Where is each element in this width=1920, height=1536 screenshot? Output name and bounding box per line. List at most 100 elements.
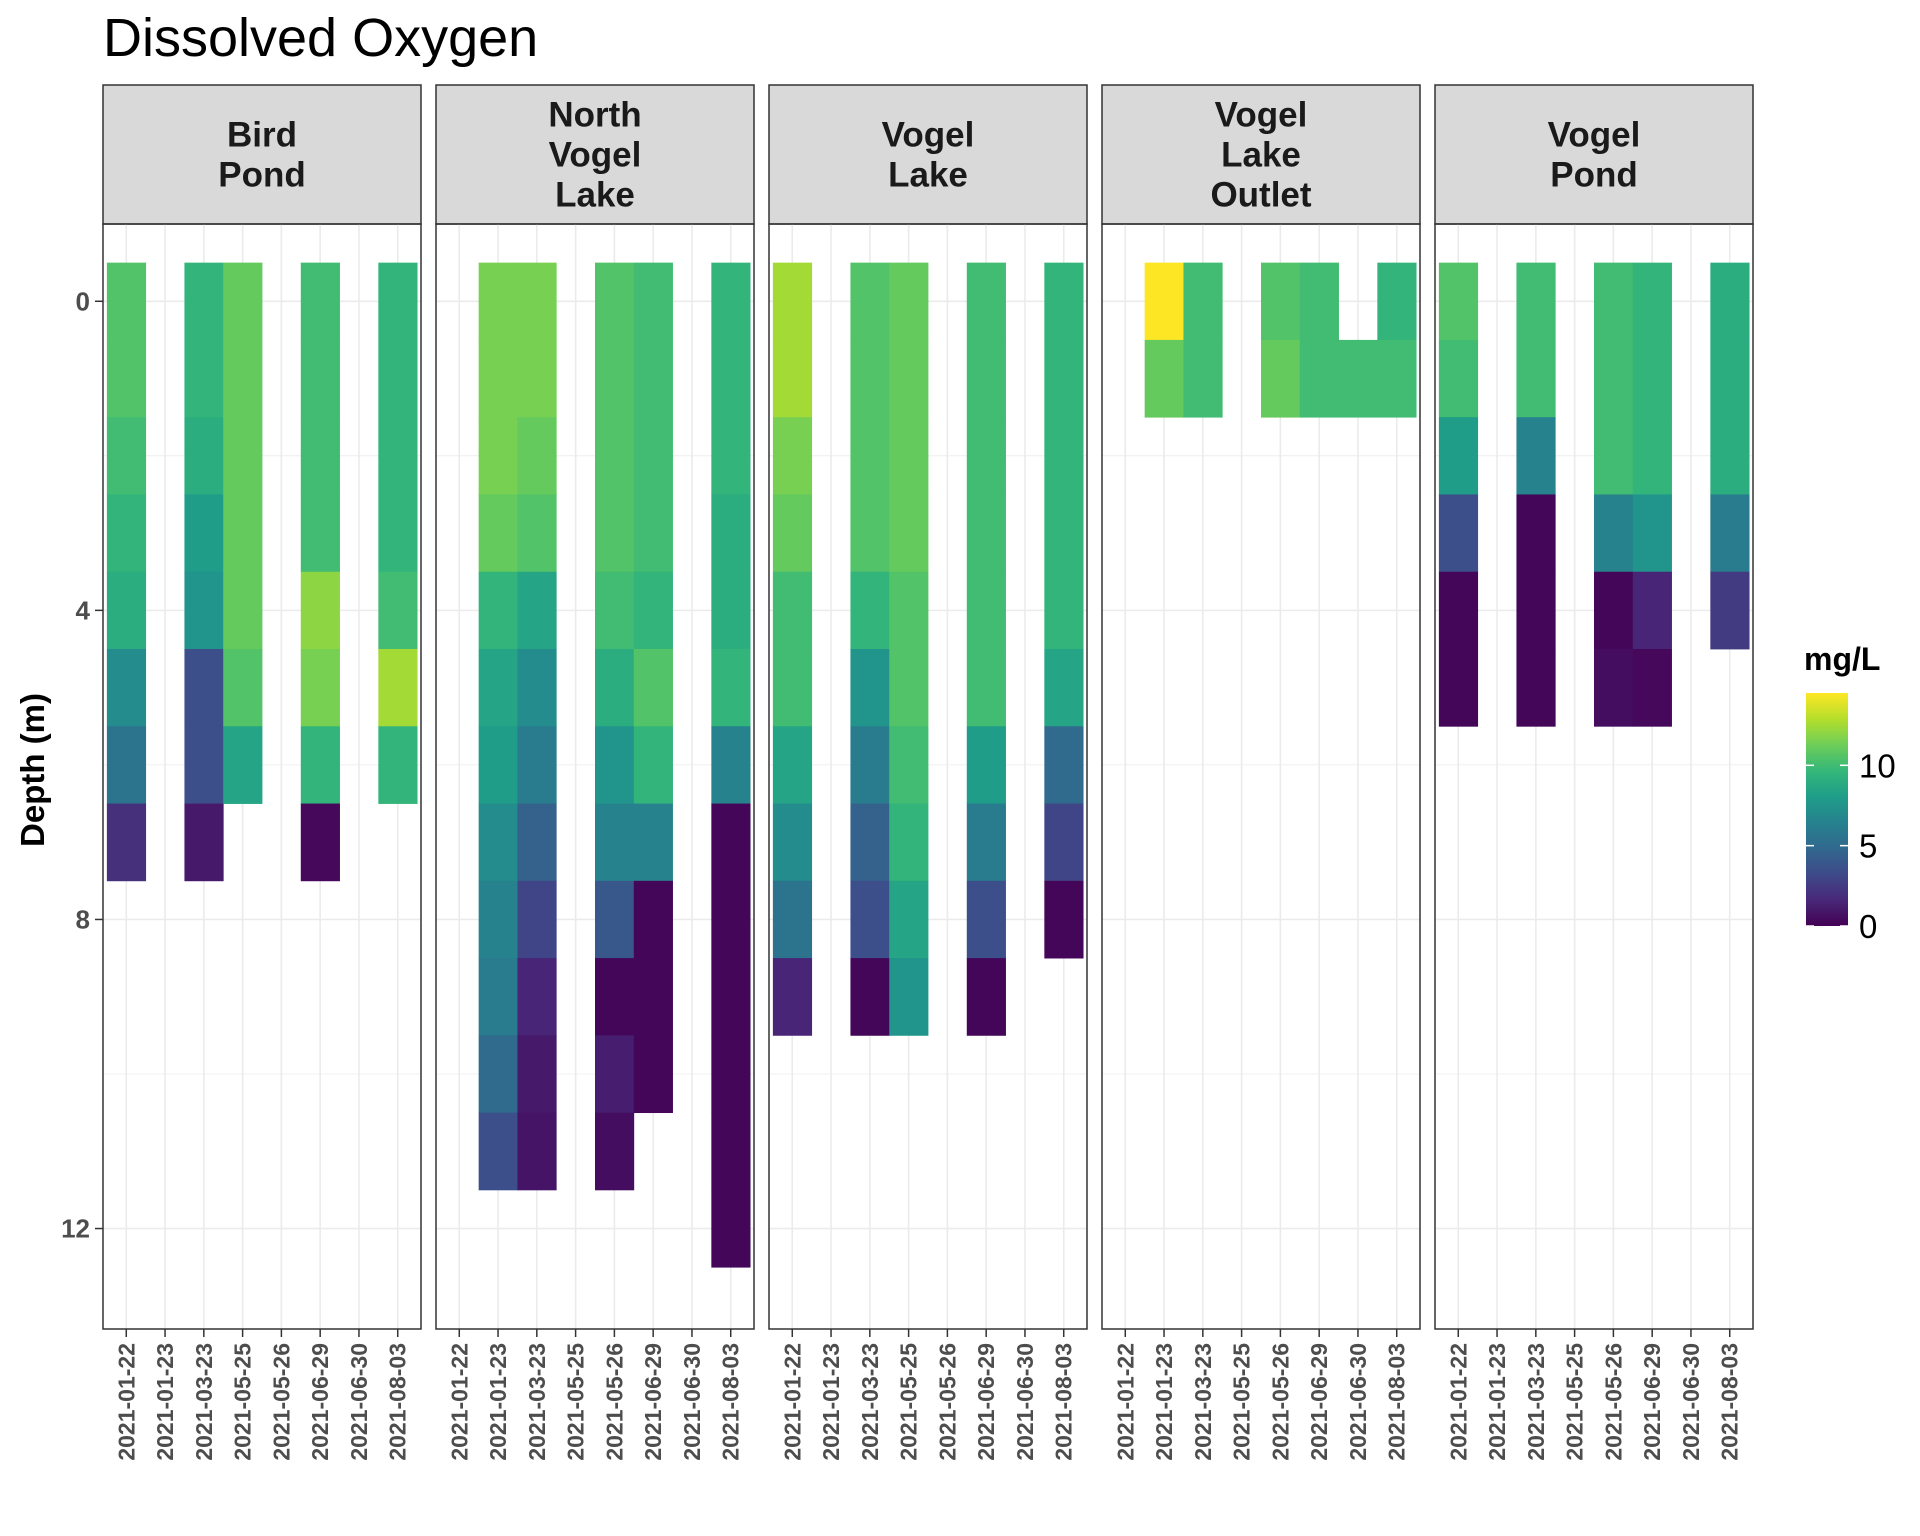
tile [517,958,557,1036]
tile [711,958,751,1036]
tile [478,339,518,418]
legend-tick-label: 10 [1859,747,1896,784]
x-tick-label: 2021-06-29 [1639,1343,1665,1461]
tile [300,649,340,727]
y-tick-label: 4 [76,595,91,625]
tile [378,726,418,804]
x-tick-label: 2021-06-29 [640,1343,666,1461]
tile [1144,339,1184,418]
facet-label: Vogel [882,116,975,155]
tile [300,803,340,882]
tile [966,494,1006,573]
facet-label: Lake [888,156,968,195]
tile [223,339,263,418]
x-tick-label: 2021-01-23 [152,1343,178,1461]
tile [378,262,418,341]
x-tick-label: 2021-06-30 [1012,1343,1038,1461]
x-tick-label: 2021-01-22 [446,1343,472,1461]
panel-border [102,223,422,1330]
tile [300,726,340,804]
tile [633,649,673,727]
tile [478,262,518,341]
tile [1261,339,1301,418]
tile [300,339,340,418]
tile [889,803,929,882]
tile [889,649,929,727]
tile [1438,417,1479,495]
tile [1438,571,1479,650]
tile [1044,571,1084,650]
tile [850,571,890,650]
tile [1632,571,1672,650]
tile [1299,339,1339,418]
tile [1516,339,1556,418]
tile [1632,417,1672,495]
tile [966,262,1006,341]
tile [966,726,1006,804]
tile [889,726,929,804]
facet-label: Bird [227,116,297,155]
tile [966,958,1006,1036]
tile [772,417,813,495]
tile [1338,339,1378,418]
facet-label: Pond [218,156,305,195]
tile [1144,262,1184,341]
tile [966,417,1006,495]
tile [966,571,1006,650]
tile [106,571,147,650]
tile [595,1112,635,1191]
x-tick-label: 2021-08-03 [1717,1343,1743,1461]
tile [1377,339,1417,418]
tile [517,803,557,882]
tile [889,417,929,495]
tile [184,417,224,495]
facet-label: North [548,96,641,135]
tile [772,571,813,650]
x-tick-label: 2021-05-25 [1562,1343,1588,1461]
x-tick-label: 2021-03-23 [1523,1343,1549,1461]
tile [711,494,751,573]
x-tick-label: 2021-01-23 [1484,1343,1510,1461]
tile [633,417,673,495]
tile [478,1112,518,1191]
tile [1438,494,1479,573]
x-tick-label: 2021-08-03 [1051,1343,1077,1461]
tile [595,262,635,341]
tile [1594,494,1634,573]
tile [223,571,263,650]
tile [772,880,813,959]
tile [478,726,518,804]
tile [184,803,224,882]
tile [1044,262,1084,341]
tile [1438,649,1479,727]
tile [595,417,635,495]
tile [850,803,890,882]
tile [478,649,518,727]
x-tick-label: 2021-05-26 [1600,1343,1626,1461]
tile [1044,880,1084,959]
tile [711,571,751,650]
tile [1710,417,1750,495]
tile [595,880,635,959]
x-tick-label: 2021-01-22 [113,1343,139,1461]
legend-title: mg/L [1804,641,1880,677]
x-tick-label: 2021-01-23 [485,1343,511,1461]
facet-label: Lake [1221,136,1301,175]
tile [711,726,751,804]
tile [1594,339,1634,418]
tile [633,571,673,650]
tiles [1438,262,1750,727]
y-axis-label: Depth (m) [14,693,51,847]
tile [300,571,340,650]
x-tick-label: 2021-01-22 [1112,1343,1138,1461]
legend-tick-label: 0 [1859,908,1877,945]
tile [378,494,418,573]
tile [1710,571,1750,650]
x-tick-label: 2021-06-29 [1306,1343,1332,1461]
tile [517,339,557,418]
tile [223,262,263,341]
tile [106,417,147,495]
